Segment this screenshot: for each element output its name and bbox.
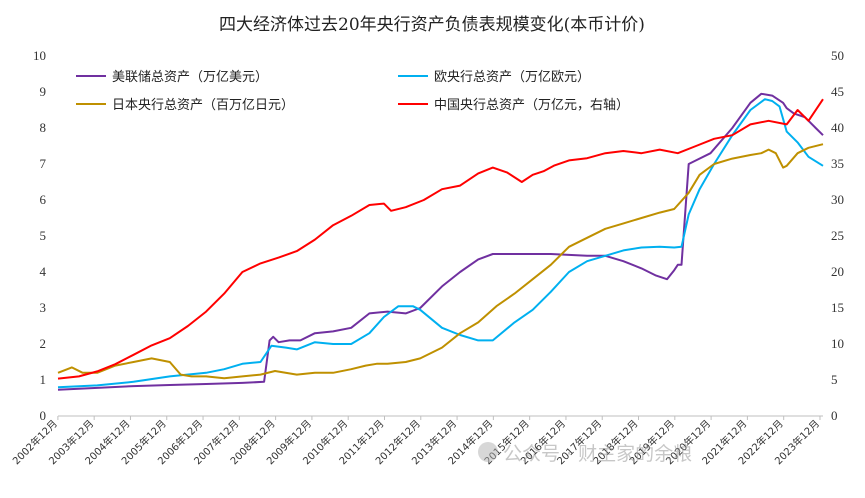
right-tick-label: 10 [831, 336, 844, 351]
right-tick-label: 20 [831, 264, 844, 279]
right-tick-label: 30 [831, 192, 844, 207]
right-tick-label: 45 [831, 84, 844, 99]
chart-title: 四大经济体过去20年央行资产负债表规模变化(本币计价) [219, 15, 645, 35]
series-line-2 [57, 143, 824, 380]
series-line-3 [57, 98, 824, 380]
left-tick-label: 4 [40, 264, 47, 279]
watermark-text: 公众号 · 财主家的余粮 [503, 443, 692, 465]
left-tick-label: 7 [40, 156, 47, 171]
left-tick-label: 8 [40, 120, 47, 135]
right-tick-label: 50 [831, 48, 844, 63]
right-tick-label: 35 [831, 156, 844, 171]
watermark: 公众号 · 财主家的余粮 [478, 442, 692, 465]
legend-label-0: 美联储总资产（万亿美元） [112, 70, 268, 85]
series-line-1 [57, 98, 824, 389]
left-tick-label: 10 [33, 48, 46, 63]
wechat-icon [478, 442, 498, 462]
right-tick-label: 15 [831, 300, 844, 315]
left-tick-label: 6 [40, 192, 47, 207]
legend-label-1: 欧央行总资产（万亿欧元） [434, 70, 590, 85]
series-line-0 [57, 92, 824, 391]
right-tick-label: 0 [831, 408, 838, 423]
series-lines [57, 92, 824, 391]
left-tick-label: 3 [40, 300, 47, 315]
right-tick-label: 40 [831, 120, 844, 135]
legend-label-2: 日本央行总资产（百万亿日元） [112, 98, 294, 113]
left-tick-label: 2 [40, 336, 47, 351]
right-tick-label: 25 [831, 228, 844, 243]
legend: 美联储总资产（万亿美元） 欧央行总资产（万亿欧元） 日本央行总资产（百万亿日元） 中国… [76, 70, 629, 113]
left-tick-label: 1 [40, 372, 47, 387]
legend-label-3: 中国央行总资产（万亿元，右轴） [434, 98, 629, 113]
left-tick-label: 0 [40, 408, 47, 423]
left-tick-label: 5 [40, 228, 47, 243]
right-tick-label: 5 [831, 372, 838, 387]
left-tick-label: 9 [40, 84, 47, 99]
